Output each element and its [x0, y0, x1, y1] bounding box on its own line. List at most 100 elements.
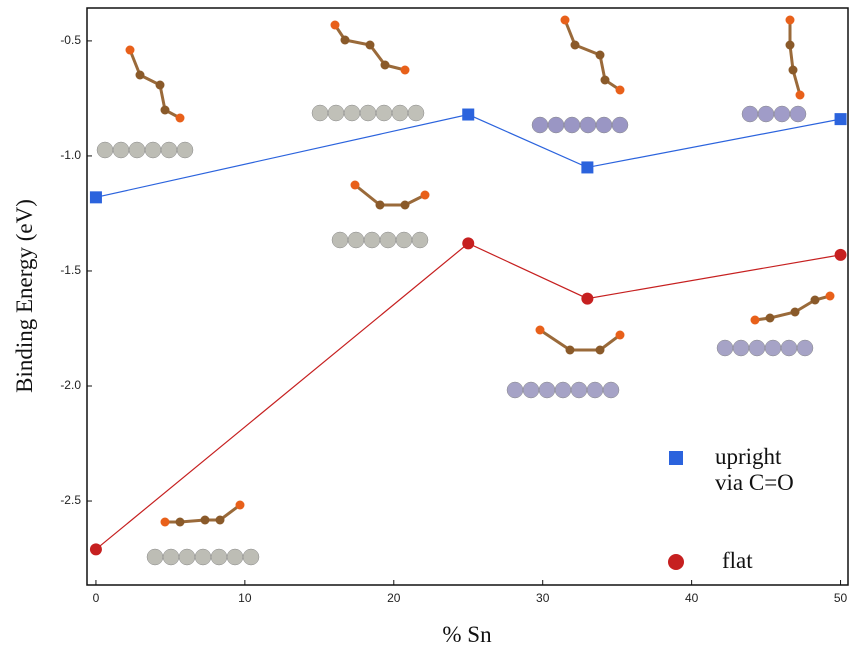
atom	[790, 106, 806, 122]
atom	[211, 549, 227, 565]
atom	[532, 117, 548, 133]
atom	[571, 382, 587, 398]
y-tick-label: -1.5	[60, 263, 81, 277]
atom	[774, 106, 790, 122]
atom	[561, 16, 570, 25]
atom	[331, 21, 340, 30]
atom	[555, 382, 571, 398]
x-tick-label: 40	[685, 591, 699, 605]
point	[462, 109, 474, 121]
x-tick-label: 10	[238, 591, 252, 605]
point	[581, 161, 593, 173]
x-tick-label: 30	[536, 591, 550, 605]
point	[835, 249, 847, 261]
y-tick-label: -1.0	[60, 148, 81, 162]
atom	[596, 117, 612, 133]
atom	[161, 142, 177, 158]
atom	[216, 516, 225, 525]
atom	[161, 106, 170, 115]
atom	[539, 382, 555, 398]
atom	[616, 86, 625, 95]
atom	[145, 142, 161, 158]
x-tick-label: 0	[93, 591, 100, 605]
atom	[396, 232, 412, 248]
atom	[796, 91, 805, 100]
bond	[790, 20, 800, 95]
atom	[566, 346, 575, 355]
atom	[786, 16, 795, 25]
atom	[113, 142, 129, 158]
atom	[580, 117, 596, 133]
atom	[596, 51, 605, 60]
atom	[826, 292, 835, 301]
atom	[786, 41, 795, 50]
legend-label: upright via C=O	[715, 444, 810, 496]
bond	[565, 20, 620, 90]
atom	[742, 106, 758, 122]
atom	[147, 549, 163, 565]
atom	[751, 316, 760, 325]
legend-label: flat	[722, 548, 817, 574]
bond	[130, 50, 180, 118]
point	[835, 113, 847, 125]
atom	[601, 76, 610, 85]
atom	[176, 114, 185, 123]
plot-frame	[87, 8, 848, 585]
atom	[177, 142, 193, 158]
atom	[791, 308, 800, 317]
atom	[797, 340, 813, 356]
x-tick-label: 50	[834, 591, 848, 605]
atom	[616, 331, 625, 340]
y-tick-label: -2.0	[60, 378, 81, 392]
atom	[348, 232, 364, 248]
atom	[201, 516, 210, 525]
atom	[758, 106, 774, 122]
bond	[540, 330, 620, 350]
point	[462, 237, 474, 249]
atom	[401, 66, 410, 75]
atom	[401, 201, 410, 210]
point	[90, 191, 102, 203]
atom	[749, 340, 765, 356]
atom	[380, 232, 396, 248]
atom	[376, 105, 392, 121]
atom	[360, 105, 376, 121]
atom	[412, 232, 428, 248]
atom	[161, 518, 170, 527]
atom	[376, 201, 385, 210]
atom	[126, 46, 135, 55]
x-tick-label: 20	[387, 591, 401, 605]
legend-marker	[669, 451, 683, 465]
atom	[421, 191, 430, 200]
series-line	[96, 115, 841, 198]
series-line	[96, 243, 841, 549]
atom	[571, 41, 580, 50]
atom	[381, 61, 390, 70]
point	[581, 293, 593, 305]
atom	[351, 181, 360, 190]
atom	[332, 232, 348, 248]
atom	[765, 340, 781, 356]
atom	[564, 117, 580, 133]
y-tick-label: -2.5	[60, 493, 81, 507]
atom	[366, 41, 375, 50]
atom	[408, 105, 424, 121]
legend-marker	[668, 554, 684, 570]
atom	[97, 142, 113, 158]
y-axis-label: Binding Energy (eV)	[12, 199, 37, 393]
atom	[136, 71, 145, 80]
atom	[766, 314, 775, 323]
atom	[195, 549, 211, 565]
page: % Sn Binding Energy (eV) -0.5-1.0-1.5-2.…	[0, 0, 849, 653]
x-axis-label: % Sn	[442, 622, 492, 647]
atom	[612, 117, 628, 133]
atom	[811, 296, 820, 305]
point	[90, 543, 102, 555]
atom	[733, 340, 749, 356]
atom	[523, 382, 539, 398]
atom	[781, 340, 797, 356]
atom	[717, 340, 733, 356]
atom	[176, 518, 185, 527]
atom	[156, 81, 165, 90]
atom	[236, 501, 245, 510]
